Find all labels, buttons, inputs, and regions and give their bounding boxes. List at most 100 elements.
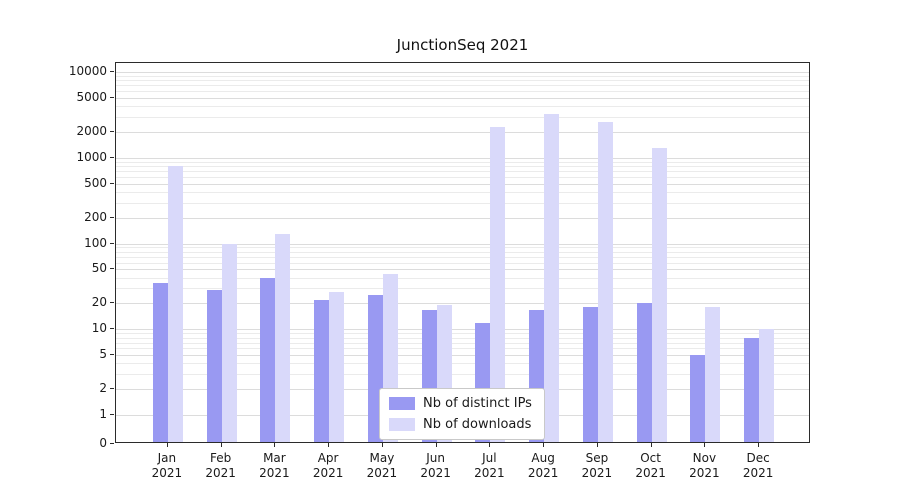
y-tick-label: 2 <box>99 381 107 396</box>
y-tick-mark <box>110 182 114 184</box>
minor-gridline <box>116 262 809 264</box>
x-tick-mark <box>274 443 276 447</box>
x-tick-label: Mar 2021 <box>259 451 290 480</box>
minor-gridline <box>116 251 809 253</box>
y-tick-label: 1000 <box>76 149 107 164</box>
major-gridline <box>116 217 809 219</box>
bar-nb-of-downloads-apr-2021 <box>329 292 345 442</box>
x-tick-label: Jan 2021 <box>151 451 183 480</box>
minor-gridline <box>116 348 809 350</box>
x-tick-mark <box>489 443 491 447</box>
x-tick-label: May 2021 <box>366 451 398 480</box>
x-tick-label: Apr 2021 <box>312 451 344 480</box>
x-tick-mark <box>704 443 706 447</box>
y-tick-mark <box>110 302 114 304</box>
major-gridline <box>116 303 809 305</box>
y-tick-mark <box>110 242 114 244</box>
bar-nb-of-distinct-ips-dec-2021 <box>744 337 760 442</box>
minor-gridline <box>116 80 809 82</box>
minor-gridline <box>116 116 809 118</box>
bar-nb-of-downloads-nov-2021 <box>705 307 721 442</box>
y-tick-label: 5000 <box>76 89 107 104</box>
bar-nb-of-distinct-ips-sep-2021 <box>582 307 598 442</box>
bar-nb-of-downloads-aug-2021 <box>544 114 560 442</box>
y-tick-mark <box>110 328 114 330</box>
x-tick-label: Nov 2021 <box>689 451 720 480</box>
y-tick-mark <box>110 354 114 356</box>
minor-gridline <box>116 337 809 339</box>
y-tick-label: 5 <box>99 347 107 362</box>
bar-nb-of-distinct-ips-nov-2021 <box>690 355 706 442</box>
x-tick-mark <box>328 443 330 447</box>
major-gridline <box>116 72 809 73</box>
x-tick-mark <box>166 443 168 447</box>
legend-swatch-nb-of-distinct-ips <box>389 397 415 410</box>
minor-gridline <box>116 191 809 193</box>
minor-gridline <box>116 374 809 376</box>
minor-gridline <box>116 166 809 168</box>
bar-nb-of-distinct-ips-feb-2021 <box>206 289 222 442</box>
major-gridline <box>116 355 809 357</box>
y-tick-mark <box>110 130 114 132</box>
legend-swatch-nb-of-downloads <box>389 418 415 431</box>
bar-nb-of-distinct-ips-jan-2021 <box>152 282 168 442</box>
y-tick-label: 500 <box>84 175 107 190</box>
y-tick-mark <box>110 156 114 158</box>
y-tick-label: 0 <box>99 436 107 450</box>
legend: Nb of distinct IPs Nb of downloads <box>379 388 545 440</box>
x-tick-label: Jul 2021 <box>474 451 505 480</box>
x-tick-mark <box>435 443 437 447</box>
plot-area <box>115 62 810 443</box>
minor-gridline <box>116 161 809 163</box>
x-tick-mark <box>543 443 545 447</box>
bar-nb-of-distinct-ips-apr-2021 <box>314 299 330 442</box>
y-tick-label: 100 <box>84 235 107 250</box>
bar-nb-of-downloads-dec-2021 <box>759 329 775 442</box>
major-gridline <box>116 329 809 331</box>
y-tick-label: 1 <box>99 407 107 421</box>
minor-gridline <box>116 202 809 204</box>
major-gridline <box>116 269 809 271</box>
bar-nb-of-downloads-sep-2021 <box>597 122 613 442</box>
y-tick-mark <box>110 414 114 415</box>
minor-gridline <box>116 106 809 108</box>
x-tick-label: Dec 2021 <box>742 451 774 480</box>
minor-gridline <box>116 85 809 87</box>
x-tick-mark <box>650 443 652 447</box>
minor-gridline <box>116 91 809 92</box>
major-gridline <box>116 131 809 133</box>
minor-gridline <box>116 171 809 172</box>
minor-gridline <box>116 277 809 279</box>
y-tick-mark <box>110 268 114 270</box>
minor-gridline <box>116 247 809 249</box>
chart-title: JunctionSeq 2021 <box>396 36 529 54</box>
bar-nb-of-downloads-oct-2021 <box>651 148 667 442</box>
y-tick-label: 50 <box>91 261 107 276</box>
major-gridline <box>116 97 809 99</box>
y-tick-label: 10 <box>91 321 107 336</box>
legend-item-nb-of-downloads: Nb of downloads <box>389 417 532 432</box>
y-tick-label: 20 <box>91 295 107 310</box>
x-tick-mark <box>220 443 222 447</box>
y-tick-label: 2000 <box>76 123 107 138</box>
x-tick-label: Jun 2021 <box>420 451 451 480</box>
bar-nb-of-downloads-feb-2021 <box>221 243 237 442</box>
legend-item-nb-of-distinct-ips: Nb of distinct IPs <box>389 396 532 411</box>
x-tick-label: Sep 2021 <box>581 451 613 480</box>
y-tick-mark <box>110 71 114 72</box>
x-tick-mark <box>758 443 760 447</box>
x-tick-mark <box>596 443 598 447</box>
x-tick-mark <box>381 443 383 447</box>
legend-label: Nb of downloads <box>423 417 532 432</box>
y-tick-label: 10000 <box>68 64 107 78</box>
minor-gridline <box>116 333 809 335</box>
bar-nb-of-distinct-ips-mar-2021 <box>260 277 276 442</box>
x-tick-label: Oct 2021 <box>635 451 666 480</box>
major-gridline <box>116 157 809 159</box>
minor-gridline <box>116 176 809 178</box>
major-gridline <box>116 183 809 185</box>
bar-nb-of-downloads-jul-2021 <box>490 126 506 442</box>
y-tick-label: 200 <box>84 209 107 224</box>
minor-gridline <box>116 75 809 77</box>
